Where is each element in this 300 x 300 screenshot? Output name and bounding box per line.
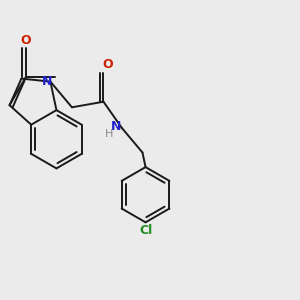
Text: O: O [20, 34, 31, 47]
Text: O: O [103, 58, 113, 71]
Text: N: N [111, 120, 122, 133]
Text: H: H [105, 128, 113, 139]
Text: N: N [41, 75, 52, 88]
Text: Cl: Cl [139, 224, 152, 237]
